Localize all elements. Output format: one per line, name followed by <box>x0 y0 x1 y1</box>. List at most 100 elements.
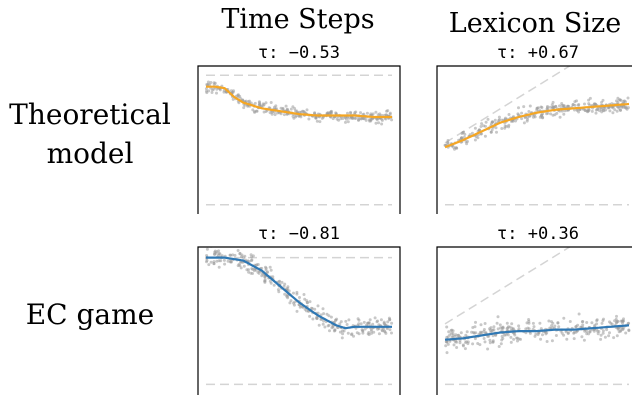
scatter-point <box>382 320 386 324</box>
scatter-point <box>624 106 628 110</box>
scatter-point <box>357 318 361 322</box>
scatter-point <box>268 265 272 269</box>
scatter-point <box>601 329 605 333</box>
scatter-point <box>263 279 267 283</box>
scatter-point <box>473 126 477 130</box>
scatter-point <box>627 328 631 332</box>
scatter-point <box>455 346 459 349</box>
scatter-point <box>490 128 494 132</box>
scatter-point <box>463 132 467 136</box>
scatter-point <box>314 116 318 120</box>
scatter-point <box>594 111 598 115</box>
trend-line <box>444 324 630 341</box>
scatter-point <box>566 331 570 335</box>
scatter-point <box>367 321 371 325</box>
scatter-point <box>291 105 295 109</box>
scatter-point <box>233 253 237 257</box>
scatter-point <box>509 335 513 339</box>
scatter-point <box>215 87 219 91</box>
row-label-theoretical-line2: model <box>47 137 134 170</box>
scatter-point <box>253 110 257 113</box>
scatter-point <box>507 125 511 129</box>
scatter-point <box>351 116 355 120</box>
scatter-point <box>367 333 371 337</box>
panel-frame <box>436 65 632 214</box>
scatter-point <box>511 119 515 123</box>
scatter-point <box>313 307 317 311</box>
scatter-point <box>590 321 594 325</box>
scatter-point <box>624 331 628 335</box>
scatter-point <box>546 106 549 110</box>
scatter-point <box>242 106 246 110</box>
scatter-point <box>497 115 501 119</box>
scatter-point <box>608 331 611 335</box>
scatter-point <box>576 103 580 107</box>
scatter-point <box>238 251 242 255</box>
scatter-point <box>461 343 465 347</box>
scatter-point <box>505 321 509 325</box>
scatter-point <box>371 112 375 116</box>
scatter-point <box>209 260 213 264</box>
scatter-point <box>305 108 309 112</box>
scatter-point <box>274 104 278 108</box>
scatter-point <box>458 341 462 345</box>
scatter-point <box>539 337 543 341</box>
scatter-point <box>273 113 277 117</box>
scatter-point <box>577 312 581 316</box>
scatter-point <box>373 316 377 320</box>
scatter-point <box>609 321 613 325</box>
scatter-point <box>223 262 227 266</box>
scatter-point <box>557 325 561 329</box>
scatter-point <box>251 272 254 275</box>
scatter-point <box>538 321 542 325</box>
scatter-point <box>281 107 285 111</box>
scatter-point <box>550 320 553 324</box>
panel-3: τ: −0.81 <box>197 224 401 395</box>
scatter-point <box>608 109 612 113</box>
scatter-point <box>293 300 297 304</box>
scatter-point <box>367 118 371 122</box>
scatter-point <box>496 327 500 331</box>
scatter-point <box>260 274 264 278</box>
scatter-point <box>534 332 538 336</box>
scatter-point <box>215 91 218 95</box>
scatter-point <box>615 334 619 338</box>
scatter-point <box>370 331 373 335</box>
scatter-point <box>473 138 477 142</box>
scatter-point <box>565 337 569 341</box>
scatter-point <box>541 112 545 116</box>
scatter-point <box>289 299 293 303</box>
scatter-point <box>377 121 381 125</box>
scatter-point <box>279 112 283 116</box>
scatter-point <box>359 117 363 121</box>
scatter-point <box>216 253 220 257</box>
scatter-point <box>560 331 564 335</box>
scatter-point <box>375 118 379 122</box>
scatter-point <box>444 344 448 348</box>
scatter-point <box>288 301 292 305</box>
scatter-point <box>243 254 247 258</box>
scatter-point <box>451 329 455 333</box>
scatter-point <box>299 110 303 114</box>
scatter-point <box>501 326 505 330</box>
scatter-point <box>208 83 212 87</box>
scatter-point <box>205 259 209 262</box>
scatter-point <box>466 340 470 344</box>
scatter-point <box>237 262 241 266</box>
scatter-point <box>586 110 590 114</box>
panel-frame <box>436 246 632 395</box>
scatter-point <box>329 315 333 319</box>
scatter-point <box>553 324 557 328</box>
scatter-point <box>316 304 320 308</box>
scatter-point <box>272 283 276 287</box>
scatter-point <box>474 320 477 324</box>
scatter-point <box>249 253 253 257</box>
scatter-point <box>388 112 392 116</box>
scatter-point <box>464 341 467 344</box>
scatter-point <box>345 323 349 326</box>
scatter-point <box>592 329 596 333</box>
scatter-point <box>554 334 558 337</box>
scatter-point <box>621 319 625 323</box>
scatter-point <box>342 329 346 333</box>
scatter-point <box>326 324 330 328</box>
